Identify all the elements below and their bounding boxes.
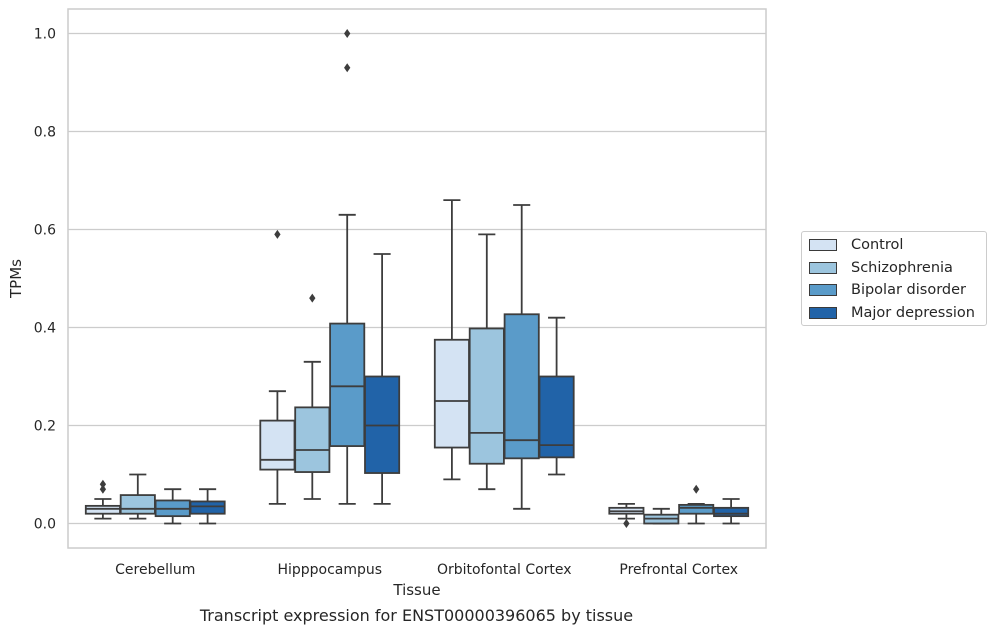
legend: Control Schizophrenia Bipolar disorder M… (801, 231, 987, 326)
y-tick-label: 0.4 (34, 321, 56, 337)
outlier-point (309, 293, 316, 303)
outlier-point (344, 29, 351, 38)
legend-item-schizophrenia: Schizophrenia (809, 259, 953, 277)
iqr-box (119, 494, 156, 515)
x-tick-label: Orbitofontal Cortex (437, 562, 572, 578)
box-schizophrenia-0 (119, 473, 156, 520)
legend-swatch-bipolar-disorder (809, 284, 837, 296)
box-schizophrenia-1 (294, 293, 331, 500)
iqr-box (433, 338, 470, 449)
x-tick-label: Prefrontal Cortex (619, 562, 738, 578)
chart-caption: Transcript expression for ENST0000039606… (199, 606, 634, 625)
x-axis-title: Tissue (392, 581, 440, 599)
box-control-2 (433, 199, 470, 481)
x-tick-label: Hipppocampus (277, 562, 382, 578)
y-tick-label: 1.0 (34, 27, 56, 43)
box-bipolar-disorder-1 (329, 29, 366, 505)
y-axis-title: TPMs (7, 259, 25, 299)
box-major-depression-2 (538, 316, 575, 476)
iqr-box (189, 500, 226, 515)
outlier-point (623, 519, 630, 528)
legend-label-major-depression: Major depression (851, 305, 975, 321)
y-tick-label: 0.6 (34, 223, 56, 239)
iqr-box (678, 503, 715, 515)
box-control-1 (259, 229, 296, 505)
legend-swatch-control (809, 239, 837, 251)
iqr-box (468, 327, 505, 465)
plot-frame (67, 8, 767, 549)
legend-item-control: Control (809, 236, 903, 254)
iqr-box (503, 313, 540, 460)
box-bipolar-disorder-2 (503, 204, 540, 510)
legend-swatch-schizophrenia (809, 262, 837, 274)
iqr-box (538, 375, 575, 459)
box-control-3 (608, 502, 645, 528)
iqr-box (713, 506, 750, 518)
y-tick-label: 0.2 (34, 419, 56, 435)
legend-label-bipolar-disorder: Bipolar disorder (851, 282, 966, 298)
iqr-box (84, 504, 121, 515)
outlier-point (344, 63, 351, 73)
outlier-point (99, 484, 107, 494)
box-major-depression-1 (364, 253, 401, 505)
y-tick-label: 0.0 (34, 517, 56, 533)
iqr-box (329, 322, 366, 447)
legend-item-major-depression: Major depression (809, 304, 975, 322)
outlier-point (99, 479, 107, 489)
y-tick-labels: 0.0 0.2 0.4 0.6 0.8 1.0 (34, 27, 56, 533)
iqr-box (259, 419, 296, 471)
outlier-point (274, 229, 281, 239)
box-major-depression-3 (713, 498, 750, 525)
x-tick-labels: Cerebellum Hipppocampus Orbitofontal Corte… (115, 562, 738, 578)
legend-label-schizophrenia: Schizophrenia (851, 260, 953, 276)
box-bipolar-disorder-0 (154, 488, 191, 525)
outlier-point (693, 484, 700, 494)
box-groups (84, 29, 750, 528)
legend-label-control: Control (851, 237, 904, 253)
gridlines (68, 32, 766, 525)
iqr-box (294, 406, 331, 473)
box-schizophrenia-3 (643, 507, 680, 525)
y-tick-label: 0.8 (34, 125, 56, 141)
box-major-depression-0 (189, 488, 226, 525)
box-control-0 (84, 479, 121, 520)
box-bipolar-disorder-3 (678, 484, 715, 525)
box-schizophrenia-2 (468, 233, 505, 491)
x-tick-label: Cerebellum (115, 562, 195, 578)
legend-item-bipolar-disorder: Bipolar disorder (809, 281, 966, 299)
legend-swatch-major-depression (809, 307, 837, 319)
